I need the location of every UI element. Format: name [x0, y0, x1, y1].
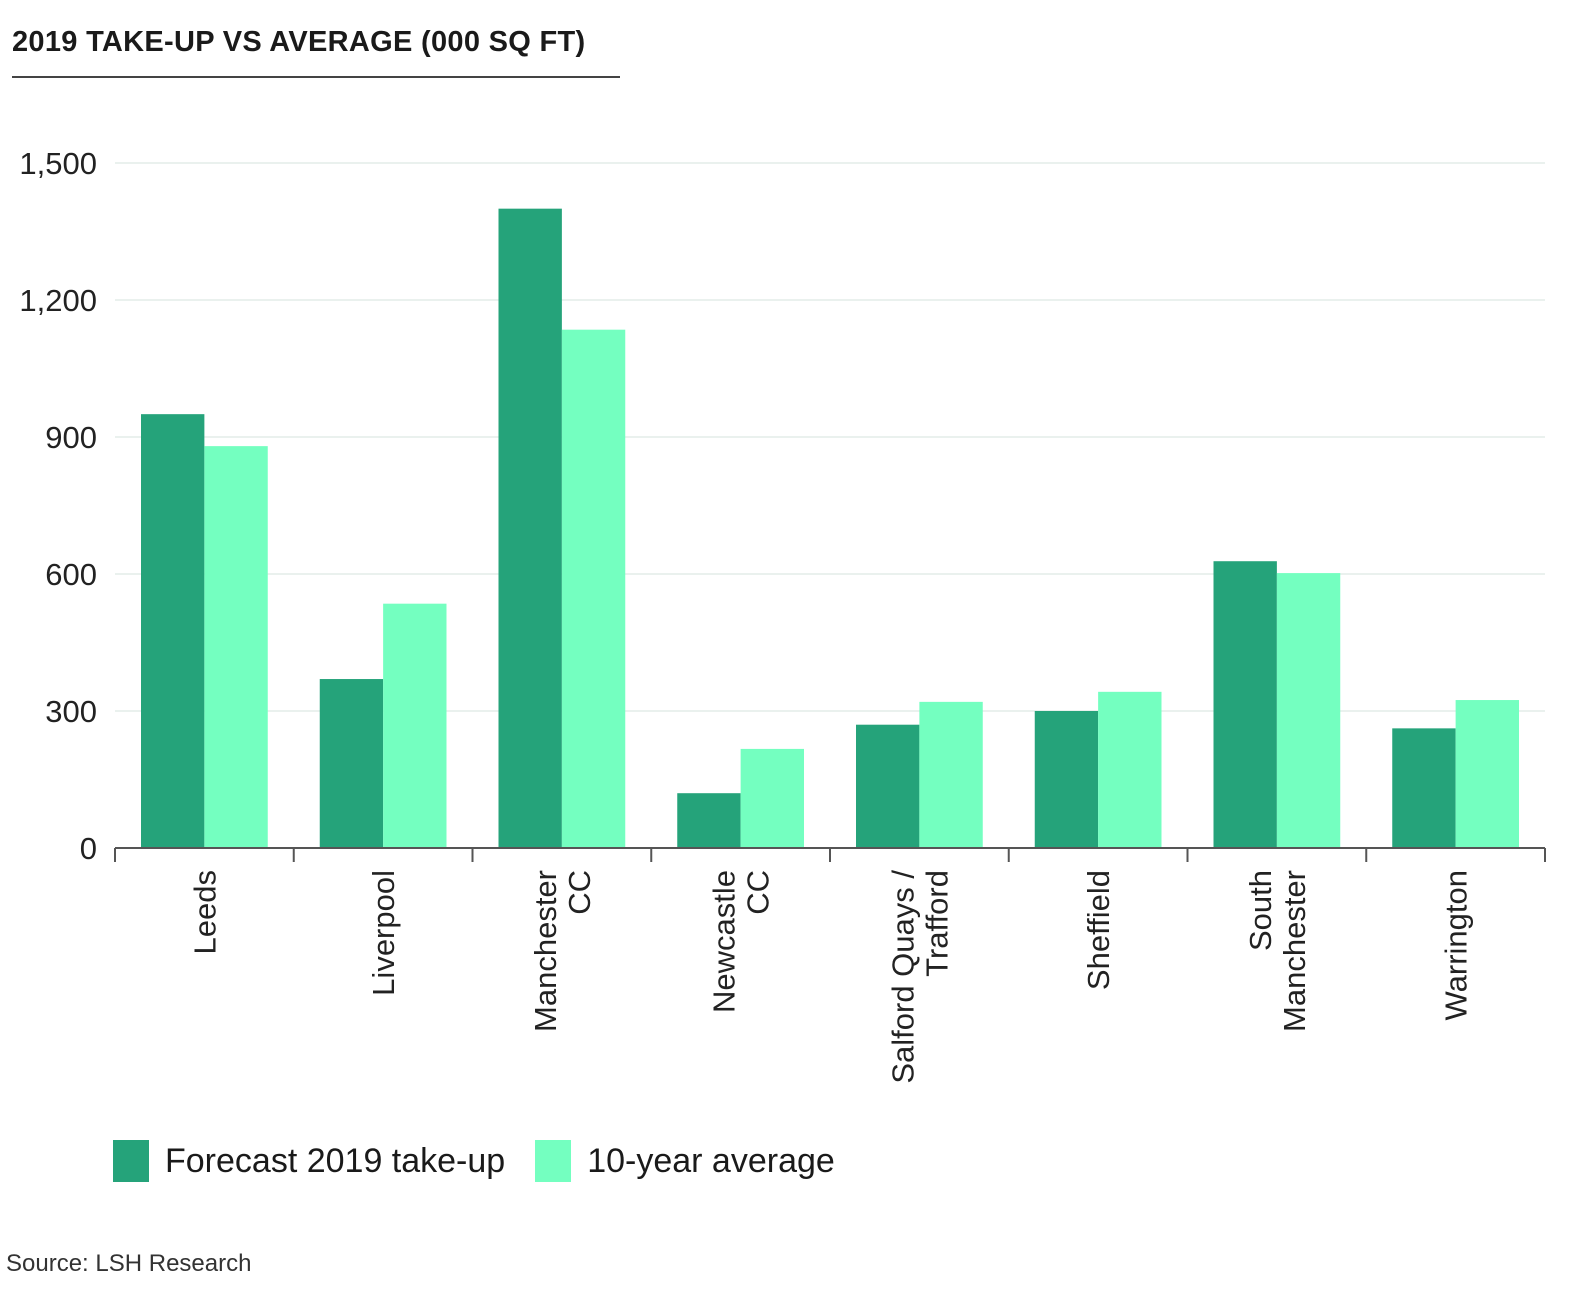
source-note: Source: LSH Research [6, 1250, 252, 1277]
y-tick-label: 1,500 [19, 146, 97, 181]
y-tick-label: 0 [80, 831, 97, 866]
legend-label-forecast: Forecast 2019 take-up [165, 1141, 506, 1180]
bar-average [561, 329, 626, 848]
y-tick-label: 300 [45, 694, 97, 729]
bar-forecast [141, 414, 205, 848]
x-tick-label: Manchester [528, 870, 563, 1032]
bar-forecast [1213, 561, 1277, 848]
x-tick-label: Trafford [919, 870, 954, 977]
y-tick-label: 600 [45, 557, 97, 592]
legend-item-forecast: Forecast 2019 take-up [113, 1140, 505, 1182]
legend-item-average: 10-year average [535, 1140, 835, 1182]
x-tick-label: Manchester [1277, 870, 1312, 1032]
x-tick-label: CC [741, 870, 776, 915]
bar-average [919, 701, 983, 848]
bar-average [1098, 691, 1162, 848]
x-tick-label: Newcastle [707, 870, 742, 1013]
bar-forecast [319, 679, 384, 848]
bar-average [740, 748, 804, 848]
x-tick-label: South [1243, 870, 1278, 951]
x-tick-label: Liverpool [366, 870, 401, 996]
x-tick-label: Sheffield [1081, 870, 1116, 990]
bar-average [383, 603, 447, 848]
bar-average [204, 446, 268, 848]
bar-average [1276, 573, 1341, 848]
x-tick-label: CC [562, 870, 597, 915]
title-underline [12, 76, 620, 78]
legend-swatch-forecast [113, 1140, 149, 1182]
chart-title: 2019 TAKE-UP VS AVERAGE (000 SQ FT) [12, 26, 586, 58]
bar-forecast [677, 793, 741, 848]
bar-forecast [856, 724, 920, 848]
x-tick-label: Warrington [1439, 870, 1474, 1020]
bar-forecast [1392, 728, 1456, 848]
x-tick-label: Leeds [187, 870, 222, 954]
bar-chart: 0 300 600 900 1,200 1,500 Leeds Liverpool Manche… [19, 146, 1546, 1084]
legend-swatch-average [535, 1140, 572, 1182]
y-tick-label: 900 [45, 420, 97, 455]
bar-forecast [498, 208, 562, 848]
bar-forecast [1034, 711, 1099, 848]
bar-average [1455, 700, 1519, 848]
y-tick-label: 1,200 [19, 283, 97, 318]
x-tick-label: Salford Quays / [885, 870, 920, 1084]
legend-label-average: 10-year average [587, 1141, 835, 1180]
legend: Forecast 2019 take-up 10-year average [113, 1140, 865, 1182]
